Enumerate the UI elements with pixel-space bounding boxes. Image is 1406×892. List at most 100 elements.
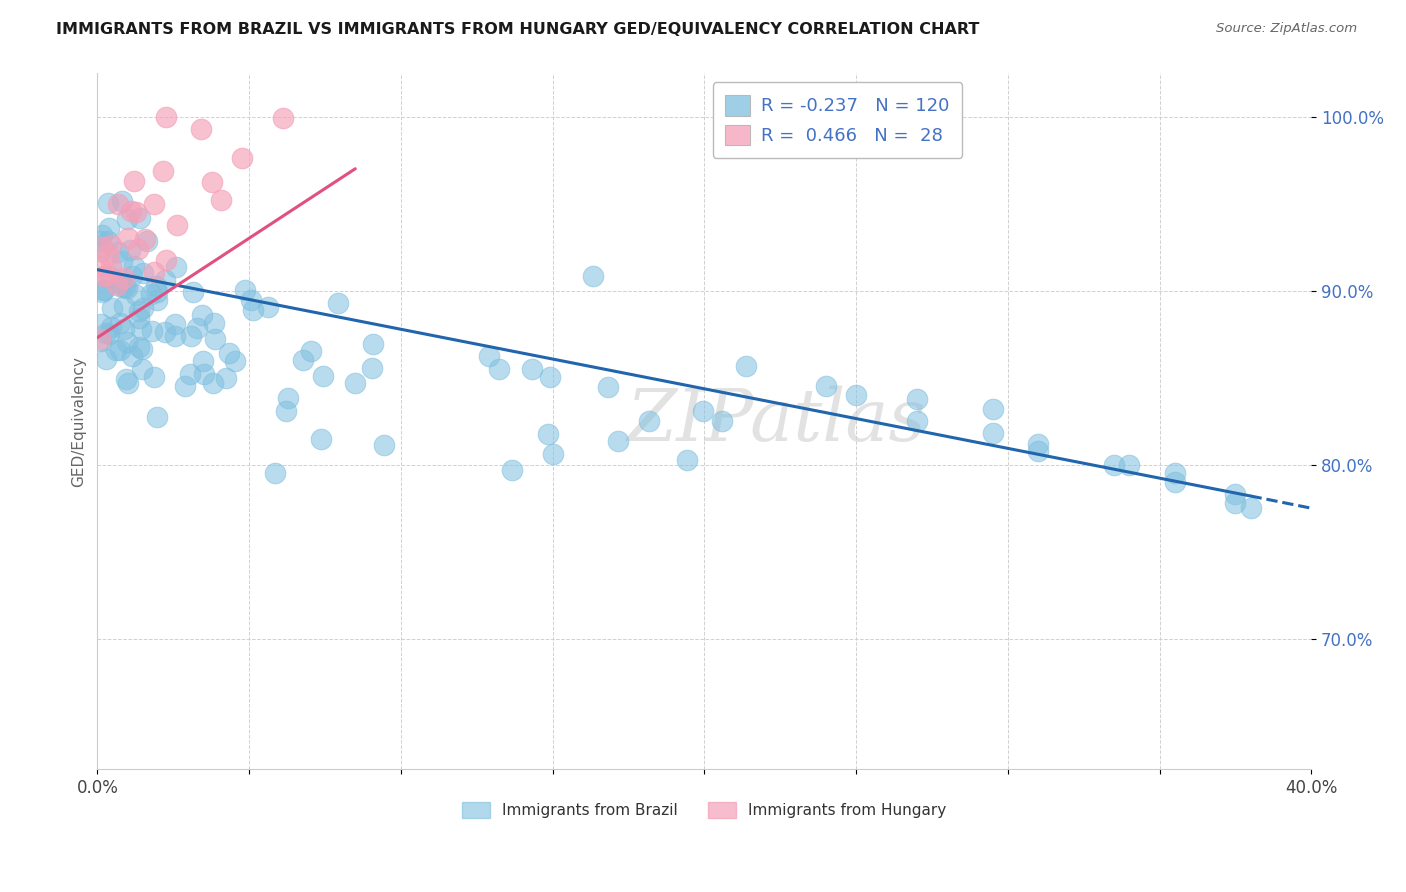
Point	[312, 368, 335, 383]
Point	[100, 320, 122, 334]
Point	[110, 280, 132, 294]
Point	[93, 269, 115, 284]
Point	[488, 362, 510, 376]
Point	[165, 260, 187, 274]
Point	[231, 151, 253, 165]
Point	[120, 243, 142, 257]
Point	[128, 304, 150, 318]
Point	[89, 244, 111, 259]
Point	[204, 332, 226, 346]
Point	[98, 220, 121, 235]
Point	[735, 359, 758, 373]
Point	[1026, 437, 1049, 451]
Point	[373, 438, 395, 452]
Point	[363, 337, 385, 351]
Point	[1225, 496, 1247, 510]
Point	[582, 269, 605, 284]
Point	[193, 367, 215, 381]
Point	[120, 204, 142, 219]
Point	[180, 329, 202, 343]
Point	[112, 299, 135, 313]
Point	[100, 238, 122, 252]
Point	[224, 354, 246, 368]
Point	[201, 175, 224, 189]
Point	[637, 414, 659, 428]
Point	[105, 343, 128, 357]
Point	[146, 293, 169, 307]
Point	[107, 245, 129, 260]
Point	[1239, 501, 1261, 516]
Point	[121, 269, 143, 284]
Text: IMMIGRANTS FROM BRAZIL VS IMMIGRANTS FROM HUNGARY GED/EQUIVALENCY CORRELATION CH: IMMIGRANTS FROM BRAZIL VS IMMIGRANTS FRO…	[56, 22, 980, 37]
Point	[257, 300, 280, 314]
Point	[981, 426, 1004, 441]
Point	[112, 271, 135, 285]
Point	[125, 205, 148, 219]
Text: ZIPatlas: ZIPatlas	[627, 386, 927, 457]
Point	[309, 432, 332, 446]
Point	[108, 277, 131, 291]
Point	[209, 193, 232, 207]
Point	[96, 352, 118, 367]
Point	[125, 288, 148, 302]
Point	[1026, 443, 1049, 458]
Point	[239, 293, 262, 308]
Point	[905, 392, 928, 406]
Point	[163, 329, 186, 343]
Y-axis label: GED/Equivalency: GED/Equivalency	[72, 356, 86, 486]
Text: Source: ZipAtlas.com: Source: ZipAtlas.com	[1216, 22, 1357, 36]
Point	[155, 253, 177, 268]
Point	[132, 267, 155, 281]
Point	[155, 110, 177, 124]
Point	[478, 349, 501, 363]
Point	[264, 467, 287, 481]
Legend: Immigrants from Brazil, Immigrants from Hungary: Immigrants from Brazil, Immigrants from …	[456, 797, 952, 824]
Point	[343, 376, 366, 390]
Point	[91, 285, 114, 300]
Point	[100, 260, 122, 275]
Point	[108, 343, 131, 358]
Point	[676, 453, 699, 467]
Point	[361, 360, 384, 375]
Point	[541, 447, 564, 461]
Point	[89, 234, 111, 248]
Point	[1225, 487, 1247, 501]
Point	[711, 414, 734, 428]
Point	[96, 268, 118, 282]
Point	[190, 122, 212, 136]
Point	[97, 234, 120, 248]
Point	[190, 308, 212, 322]
Point	[89, 259, 111, 273]
Point	[89, 332, 111, 346]
Point	[845, 388, 868, 402]
Point	[179, 367, 201, 381]
Point	[129, 322, 152, 336]
Point	[117, 230, 139, 244]
Point	[1118, 458, 1140, 472]
Point	[117, 376, 139, 390]
Point	[141, 324, 163, 338]
Point	[90, 227, 112, 242]
Point	[537, 426, 560, 441]
Point	[122, 174, 145, 188]
Point	[277, 391, 299, 405]
Point	[145, 279, 167, 293]
Point	[233, 283, 256, 297]
Point	[606, 434, 628, 449]
Point	[124, 260, 146, 274]
Point	[117, 334, 139, 349]
Point	[191, 354, 214, 368]
Point	[128, 311, 150, 326]
Point	[107, 197, 129, 211]
Point	[501, 463, 523, 477]
Point	[292, 352, 315, 367]
Point	[218, 346, 240, 360]
Point	[143, 265, 166, 279]
Point	[202, 376, 225, 390]
Point	[165, 317, 187, 331]
Point	[131, 342, 153, 356]
Point	[121, 349, 143, 363]
Point	[143, 196, 166, 211]
Point	[114, 280, 136, 294]
Point	[204, 317, 226, 331]
